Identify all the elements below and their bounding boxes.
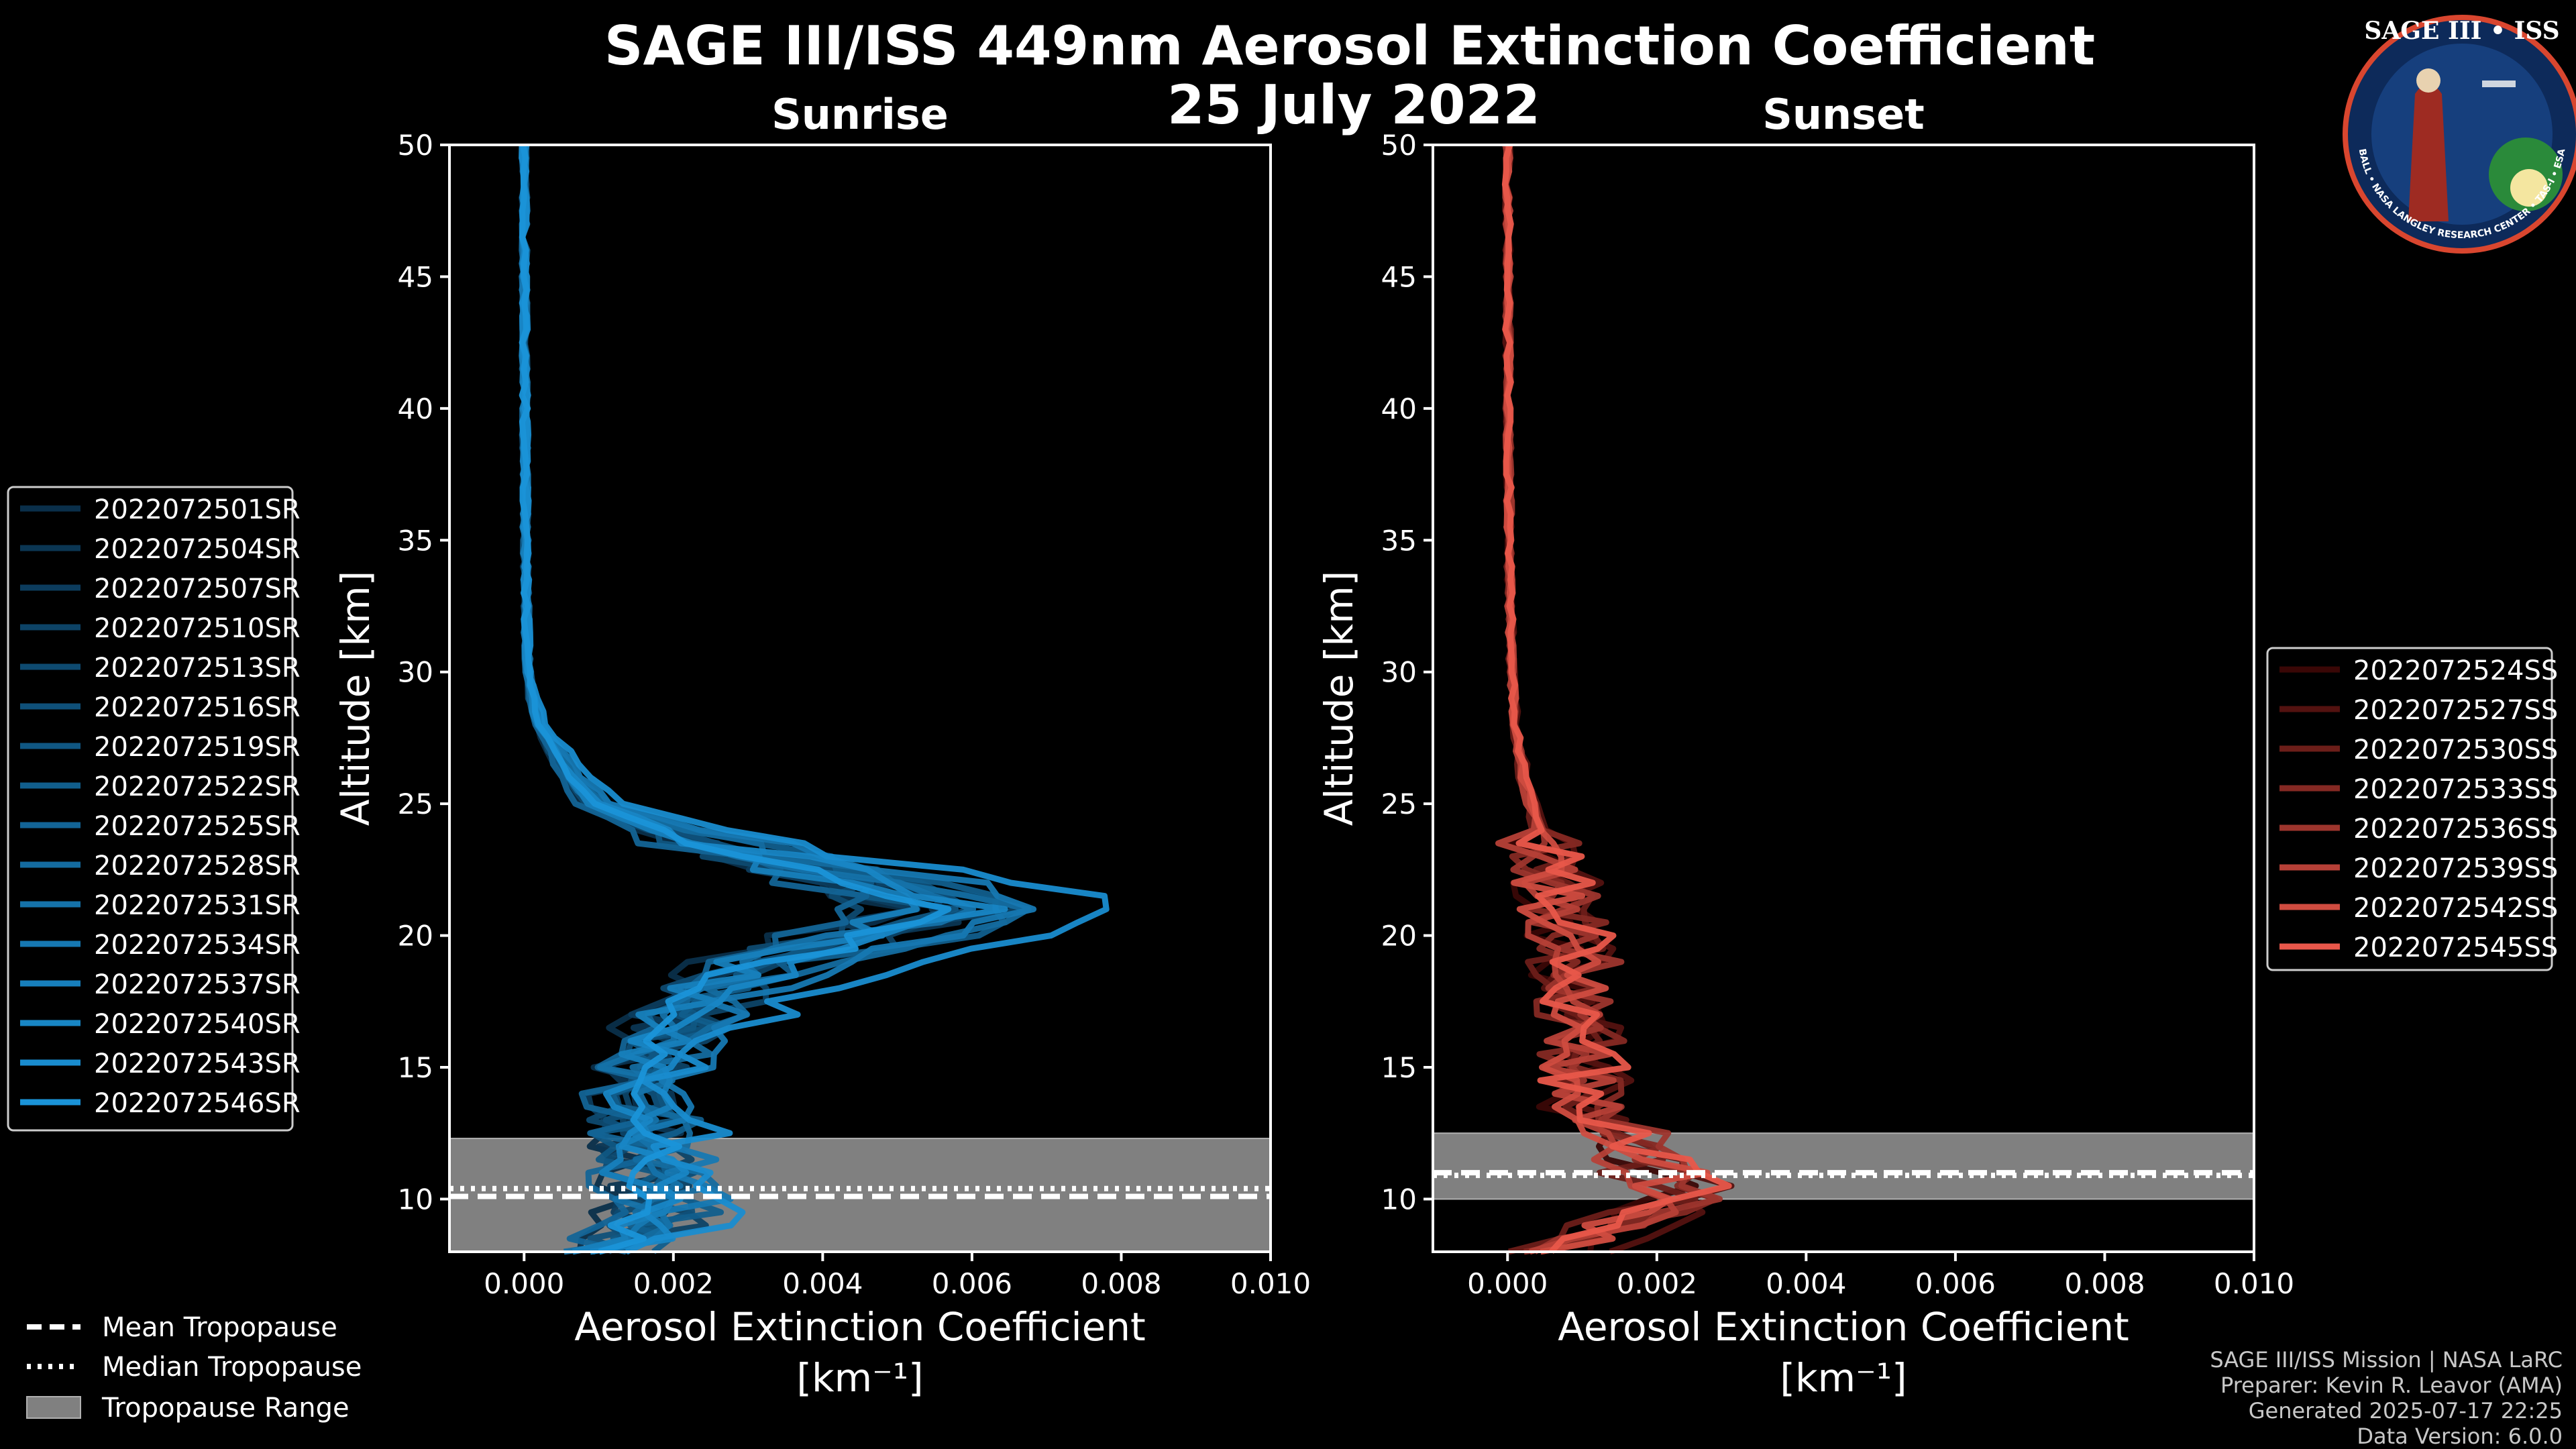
panel-title: Sunrise	[771, 90, 949, 139]
legend-label: 2022072524SS	[2353, 655, 2558, 686]
space-station-icon	[2482, 80, 2516, 87]
x-tick-label: 0.000	[1467, 1267, 1548, 1300]
y-tick-label: 50	[1381, 129, 1417, 162]
sunset-legend: 2022072524SS 2022072527SS 2022072530SS 2022…	[2266, 647, 2558, 971]
y-tick-label: 45	[398, 260, 433, 293]
sunset-panel: Sunset 10 15 20 25 30 35 40 45 50 0.000 0.002 0.004 0…	[1316, 90, 2294, 1401]
legend-label: 2022072533SS	[2353, 774, 2558, 805]
sage-logo: SAGE III • ISS BALL • NASA LANGLEY RESEA…	[2343, 15, 2576, 254]
tropopause-legend: Mean Tropopause Median Tropopause Tropop…	[26, 1312, 362, 1424]
legend-label: 2022072527SS	[2353, 695, 2558, 726]
sunrise-legend: 2022072501SR 2022072504SR 2022072507SR 2022…	[7, 486, 301, 1132]
y-tick-label: 20	[1381, 920, 1417, 953]
y-axis-label: Altitude [km]	[333, 571, 378, 826]
credit-line: SAGE III/ISS Mission | NASA LaRC	[2210, 1347, 2563, 1373]
legend-label: 2022072542SS	[2353, 893, 2558, 924]
profile-line-2022072545SS	[1501, 144, 1732, 1254]
y-tick-label: 35	[1381, 524, 1417, 557]
y-tick-label: 50	[398, 129, 433, 162]
y-tick-label: 30	[1381, 656, 1417, 689]
y-tick-label: 25	[398, 788, 433, 820]
y-tick-label: 40	[398, 392, 433, 425]
mean-tropopause-label: Mean Tropopause	[102, 1312, 337, 1343]
sun-icon	[2510, 169, 2548, 207]
x-axis-label: Aerosol Extinction Coefficient	[1558, 1304, 2129, 1350]
credits: SAGE III/ISS Mission | NASA LaRC Prepare…	[2210, 1347, 2563, 1449]
x-tick-label: 0.008	[1081, 1267, 1161, 1300]
figure-date: 25 July 2022	[1167, 74, 1540, 136]
legend-label: 2022072516SR	[94, 692, 301, 723]
legend-label: 2022072539SS	[2353, 853, 2558, 884]
y-tick-label: 30	[398, 656, 433, 689]
x-tick-label: 0.006	[1915, 1267, 1996, 1300]
profile-line-2022072546SR	[519, 144, 952, 1255]
figure-robe-icon	[2408, 84, 2449, 221]
x-tick-label: 0.002	[1617, 1267, 1697, 1300]
plot-frame	[1432, 144, 2255, 1253]
legend-label: 2022072513SR	[94, 653, 301, 684]
y-tick-label: 20	[398, 920, 433, 953]
x-axis-label: Aerosol Extinction Coefficient	[574, 1304, 1146, 1350]
x-tick-label: 0.000	[484, 1267, 564, 1300]
legend-label: 2022072507SR	[94, 574, 301, 604]
x-tick-label: 0.002	[633, 1267, 714, 1300]
y-tick-label: 25	[1381, 788, 1417, 820]
credit-line: Data Version: 6.0.0	[2357, 1424, 2563, 1449]
legend-label: 2022072510SR	[94, 613, 301, 644]
credit-line: Preparer: Kevin R. Leavor (AMA)	[2220, 1373, 2563, 1398]
x-axis-unit: [km⁻¹]	[1780, 1355, 1907, 1401]
y-tick-label: 15	[1381, 1051, 1417, 1084]
legend-label: 2022072528SR	[94, 851, 301, 881]
x-tick-label: 0.004	[782, 1267, 863, 1300]
tropopause-range-band	[1432, 1132, 2255, 1200]
legend-label: 2022072534SR	[94, 930, 301, 961]
y-tick-label: 15	[398, 1051, 433, 1084]
legend-label: 2022072543SR	[94, 1049, 301, 1079]
tropopause-range-key	[26, 1396, 81, 1419]
x-tick-label: 0.010	[1230, 1267, 1311, 1300]
figure-title: SAGE III/ISS 449nm Aerosol Extinction Co…	[604, 15, 2095, 77]
tropopause-range-label: Tropopause Range	[101, 1393, 350, 1424]
x-tick-label: 0.004	[1766, 1267, 1846, 1300]
legend-label: 2022072501SR	[94, 494, 301, 525]
y-tick-label: 10	[398, 1183, 433, 1216]
x-tick-label: 0.006	[932, 1267, 1012, 1300]
credit-line: Generated 2025-07-17 22:25	[2249, 1398, 2563, 1424]
legend-label: 2022072519SR	[94, 732, 301, 763]
panel-title: Sunset	[1762, 90, 1925, 139]
legend-label: 2022072525SR	[94, 811, 301, 842]
legend-label: 2022072546SR	[94, 1088, 301, 1119]
plot-frame	[448, 144, 1272, 1253]
logo-top-text: SAGE III • ISS	[2364, 17, 2559, 45]
y-tick-label: 45	[1381, 260, 1417, 293]
x-axis-unit: [km⁻¹]	[796, 1355, 923, 1401]
y-axis-label: Altitude [km]	[1316, 571, 1362, 826]
legend-label: 2022072504SR	[94, 534, 301, 565]
legend-label: 2022072531SR	[94, 890, 301, 921]
x-tick-label: 0.010	[2214, 1267, 2294, 1300]
legend-label: 2022072536SS	[2353, 814, 2558, 845]
y-tick-label: 40	[1381, 392, 1417, 425]
y-tick-label: 35	[398, 524, 433, 557]
legend-label: 2022072540SR	[94, 1009, 301, 1040]
legend-label: 2022072545SS	[2353, 932, 2558, 963]
legend-label: 2022072522SR	[94, 771, 301, 802]
legend-label: 2022072537SR	[94, 969, 301, 1000]
median-tropopause-label: Median Tropopause	[102, 1352, 362, 1383]
legend-label: 2022072530SS	[2353, 735, 2558, 765]
sunrise-panel: Sunrise 10 15 20 25 30 35 40 45 50 0.000 0.002 0.004…	[333, 90, 1311, 1401]
x-tick-label: 0.008	[2064, 1267, 2145, 1300]
y-tick-label: 10	[1381, 1183, 1417, 1216]
